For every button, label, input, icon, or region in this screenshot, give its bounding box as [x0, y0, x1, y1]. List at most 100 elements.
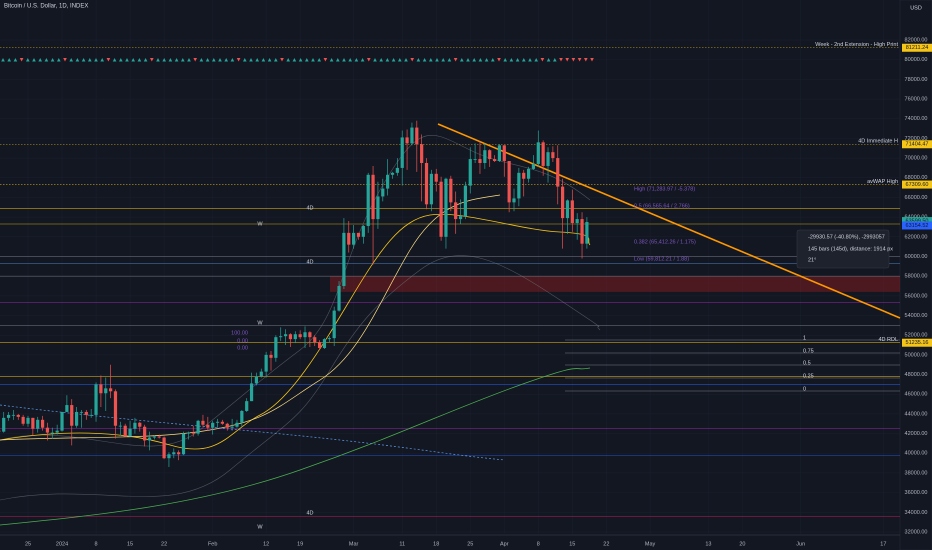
- time-tick-label: 19: [297, 541, 303, 547]
- signal-triangle: [57, 58, 61, 62]
- signal-triangle: [354, 58, 359, 62]
- candle-body: [512, 198, 516, 203]
- price-tick-label: 82000.00: [905, 37, 928, 43]
- price-tick-label: 38000.00: [905, 470, 928, 476]
- candle-body: [497, 145, 502, 162]
- candle-body: [449, 178, 453, 203]
- moving-average-fast: [0, 194, 501, 441]
- price-tick-label: 58000.00: [905, 274, 928, 280]
- price-tick-label: 68000.00: [905, 175, 928, 181]
- time-tick-label: 15: [127, 541, 133, 547]
- signal-triangle: [249, 58, 253, 62]
- timeframe-label: 4D: [306, 205, 313, 211]
- candle-body: [2, 417, 6, 432]
- candle-body: [167, 454, 171, 459]
- price-tag: [902, 338, 932, 347]
- price-tag: [902, 217, 932, 226]
- signal-triangle: [162, 58, 166, 62]
- signal-triangle: [280, 58, 284, 62]
- signal-triangle: [398, 58, 402, 62]
- price-tag: [902, 221, 932, 230]
- signal-triangle: [336, 58, 340, 62]
- time-tick-label: 12: [263, 541, 269, 547]
- price-axis-panel: [899, 0, 932, 550]
- signal-triangle: [311, 58, 315, 62]
- signal-triangle: [32, 58, 36, 62]
- signal-triangle: [410, 58, 414, 62]
- candle-body: [386, 174, 390, 189]
- candle-body: [376, 196, 380, 220]
- signal-triangle: [286, 58, 290, 62]
- price-tick-label: 42000.00: [905, 431, 928, 437]
- signal-triangle: [367, 58, 371, 62]
- candle-body: [352, 232, 356, 245]
- time-tick-label: 15: [569, 541, 575, 547]
- signal-triangle: [174, 58, 179, 62]
- time-tick-label: 13: [705, 541, 711, 547]
- price-tick-label: 48000.00: [905, 372, 928, 378]
- candle-body: [366, 174, 370, 226]
- fib-label: 0: [803, 386, 806, 392]
- candle-body: [215, 421, 220, 423]
- candle-body: [113, 391, 118, 426]
- signal-triangle: [559, 58, 563, 62]
- timeframe-label: W: [257, 221, 263, 227]
- fib-label: 0.00: [237, 338, 248, 344]
- signal-triangle: [577, 58, 582, 62]
- time-tick-label: Feb: [208, 541, 217, 547]
- signal-triangle: [13, 58, 18, 62]
- signal-triangle: [292, 58, 297, 62]
- price-tag: [902, 140, 932, 149]
- time-tick-label: 25: [25, 541, 31, 547]
- candle-body: [40, 419, 45, 428]
- signal-triangle: [540, 58, 545, 62]
- candle-body: [269, 354, 273, 358]
- measure-line: -29930.57 (-40.80%), -2993057: [808, 234, 885, 240]
- candle-body: [75, 411, 79, 426]
- candle-body: [395, 167, 399, 173]
- range-label: Low (59,812.21 / 1.88): [634, 256, 689, 262]
- timeframe-label: W: [257, 524, 263, 530]
- signal-triangle: [7, 58, 11, 62]
- annotations: 100.00 0.000.00 1 0.75 0.5 0.25 0 W W W 4D 4D 4D High…: [231, 186, 814, 530]
- candle-body: [196, 420, 200, 434]
- signal-triangle: [150, 58, 154, 62]
- currency[interactable]: USD: [910, 5, 922, 11]
- candle-body: [240, 410, 244, 423]
- signal-triangle: [534, 58, 538, 62]
- candle-body: [186, 432, 190, 434]
- candle-body: [128, 428, 132, 437]
- candle-body: [556, 158, 560, 187]
- signal-triangle: [88, 58, 92, 62]
- candle-body: [473, 159, 477, 160]
- fib-label: 0.00: [237, 345, 248, 351]
- levels: [0, 47, 900, 517]
- moving-average: [0, 213, 591, 450]
- signal-triangle: [460, 58, 464, 62]
- candle-body: [60, 411, 64, 431]
- candle-body: [561, 186, 565, 219]
- candle-body: [65, 405, 69, 412]
- signal-triangle: [94, 58, 98, 62]
- signal-triangle: [236, 58, 241, 62]
- price-tick-label: 50000.00: [905, 352, 928, 358]
- candle-body: [342, 232, 346, 286]
- candle-body: [45, 427, 50, 433]
- measure-line: 145 bars (145d), distance: 1914 px: [808, 246, 893, 252]
- candle-body: [390, 172, 395, 175]
- candle-body: [526, 168, 531, 179]
- candle-body: [177, 452, 181, 455]
- signal-triangle: [298, 58, 303, 62]
- candle-body: [288, 334, 293, 340]
- fib-label: 0.75: [803, 348, 814, 354]
- signal-triangle: [274, 58, 278, 62]
- time-tick-label: 8: [537, 541, 540, 547]
- level-note: Week - 2nd Extension - High Print: [815, 42, 898, 48]
- time-tick-label: 8: [95, 541, 98, 547]
- time-tick-label: 18: [433, 541, 439, 547]
- signal-triangle: [472, 58, 476, 62]
- candle-body: [478, 159, 482, 163]
- signal-triangle: [305, 58, 309, 62]
- signal-triangle: [503, 58, 507, 62]
